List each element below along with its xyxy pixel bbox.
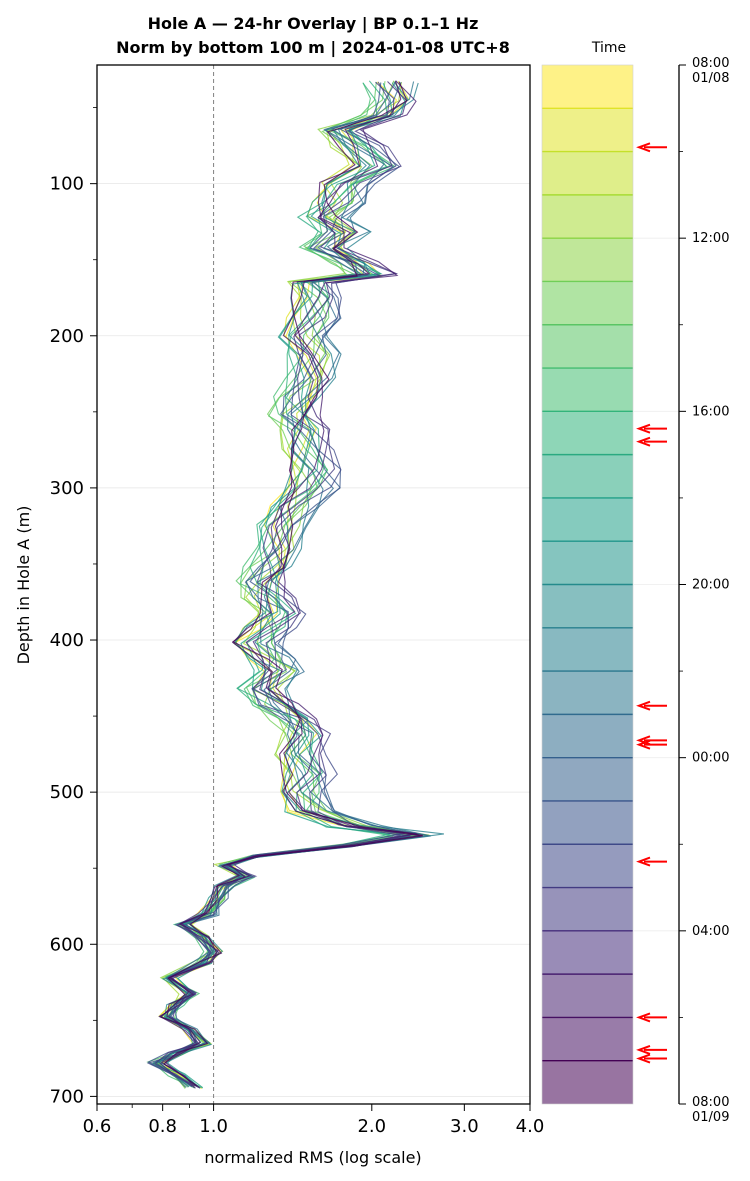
event-arrow-8 [636, 1012, 667, 1023]
y-tick-label-700: 700 [50, 1086, 84, 1107]
event-arrow-3 [636, 436, 667, 447]
y-axis-ticks: 100 200 300 400 500 600 700 [50, 107, 97, 1107]
plot-frame [96, 64, 531, 1105]
colorbar-band-0300 [542, 887, 633, 931]
x-tick-label-4.0: 4.0 [516, 1116, 545, 1137]
colorbar-band-2000 [542, 584, 633, 628]
event-arrow-6 [636, 739, 667, 750]
series-line-0000 [150, 80, 413, 1088]
colorbar-band-0900 [542, 108, 633, 152]
event-arrow-9 [636, 1044, 667, 1055]
y-tick-label-300: 300 [50, 478, 84, 499]
colorbar: Time 08:00 01/08 12:00 16:00 20:00 00:00 04:00… [541, 40, 729, 1125]
colorbar-band-1600 [542, 411, 633, 455]
colorbar-band-0200 [542, 844, 633, 888]
y-tick-label-200: 200 [50, 326, 84, 347]
x-tick-label-0.6: 0.6 [83, 1116, 112, 1137]
colorbar-band-0000 [542, 757, 633, 801]
y-tick-label-500: 500 [50, 782, 84, 803]
series-line-1500 [152, 82, 396, 1089]
colorbar-band-1100 [542, 194, 633, 239]
series-group [146, 80, 444, 1089]
y-tick-label-100: 100 [50, 174, 84, 195]
y-tick-label-400: 400 [50, 630, 84, 651]
chart-title-line-2: Norm by bottom 100 m | 2024-01-08 UTC+8 [116, 38, 510, 58]
colorbar-arrows [636, 142, 667, 1064]
colorbar-band-0600 [542, 1017, 633, 1061]
colorbar-band-0500 [542, 974, 633, 1018]
event-arrow-1 [636, 142, 667, 153]
chart-title-line-1: Hole A — 24-hr Overlay | BP 0.1–1 Hz [148, 14, 479, 34]
event-arrow-4 [636, 700, 667, 711]
time-tick-label-1: 12:00 [692, 231, 729, 246]
time-tick-label-5: 04:00 [692, 924, 729, 939]
x-axis-ticks: 0.6 0.8 1.0 2.0 3.0 4.0 [83, 1104, 545, 1137]
x-tick-label-1.0: 1.0 [199, 1116, 228, 1137]
plot-area: 0.6 0.8 1.0 2.0 3.0 4.0 100 200 300 400 500 600 700… [14, 64, 545, 1167]
colorbar-band-1000 [542, 151, 633, 195]
colorbar-band-0400 [542, 930, 633, 975]
time-tick-label-2: 16:00 [692, 404, 729, 419]
series-line-0600 [164, 81, 423, 1088]
time-tick-label-4: 00:00 [692, 751, 729, 766]
series-line-2100 [155, 82, 444, 1087]
event-arrow-2 [636, 423, 667, 434]
colorbar-bands [541, 64, 679, 1105]
time-tick-label-6: 08:00 01/09 [692, 1095, 729, 1125]
y-tick-label-600: 600 [50, 934, 84, 955]
series-line-0400 [154, 81, 416, 1089]
colorbar-band-0700 [542, 1060, 633, 1104]
colorbar-band-2300 [542, 714, 633, 758]
series-line-2200 [157, 81, 431, 1088]
colorbar-band-1500 [542, 368, 633, 412]
colorbar-band-1400 [542, 324, 633, 369]
colorbar-band-1300 [542, 281, 633, 325]
time-axis-ticks: 08:00 01/08 12:00 16:00 20:00 00:00 04:00 08:00… [679, 56, 729, 1125]
colorbar-band-2200 [542, 671, 633, 715]
colorbar-band-1200 [542, 238, 633, 282]
event-arrow-10 [636, 1053, 667, 1064]
series-line-0500 [158, 80, 418, 1088]
colorbar-band-0100 [542, 800, 633, 845]
colorbar-band-1700 [542, 454, 633, 498]
x-tick-label-2.0: 2.0 [357, 1116, 386, 1137]
colorbar-band-1800 [542, 497, 633, 542]
event-arrow-7 [636, 856, 667, 867]
colorbar-band-2100 [542, 627, 633, 672]
x-axis-label: normalized RMS (log scale) [204, 1148, 421, 1167]
y-axis-label: Depth in Hole A (m) [14, 506, 33, 665]
series-line-0700 [159, 81, 423, 1087]
x-tick-label-3.0: 3.0 [450, 1116, 479, 1137]
time-tick-label-0: 08:00 01/08 [692, 56, 729, 86]
colorbar-band-1900 [542, 541, 633, 585]
time-tick-label-3: 20:00 [692, 578, 729, 593]
colorbar-title: Time [591, 40, 626, 56]
series-line-0100 [146, 82, 411, 1087]
x-tick-label-0.8: 0.8 [148, 1116, 177, 1137]
colorbar-band-0800 [542, 65, 633, 109]
plot-background [97, 65, 530, 1104]
series-line-0300 [159, 81, 402, 1089]
